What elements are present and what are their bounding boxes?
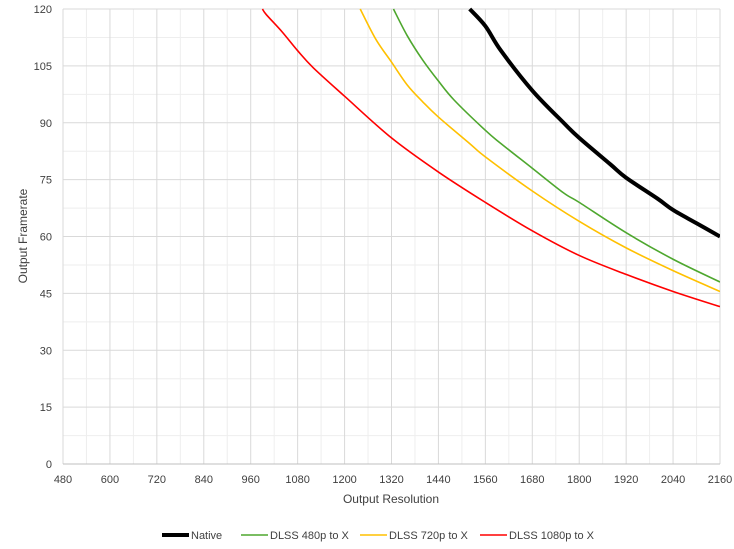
x-tick-label: 1320: [379, 474, 403, 486]
y-tick-label: 60: [40, 232, 52, 244]
x-tick-label: 1920: [614, 474, 638, 486]
y-tick-label: 30: [40, 345, 52, 357]
series-line-1: [392, 8, 720, 283]
x-tick-label: 1200: [332, 474, 356, 486]
series-line-0: [468, 7, 720, 239]
x-tick-label: 1680: [520, 474, 544, 486]
legend-label-1: DLSS 480p to X: [270, 530, 350, 542]
y-tick-label: 120: [34, 4, 52, 16]
legend-label-0: Native: [191, 530, 222, 542]
series-lines: [261, 7, 720, 308]
legend-label-3: DLSS 1080p to X: [509, 530, 595, 542]
x-tick-label: 480: [54, 474, 72, 486]
series-line-3: [261, 8, 720, 308]
x-axis-tick-labels: 480 600 720 840 960 1080 1200 1320 1440 1560 1680 1…: [54, 474, 732, 486]
x-tick-label: 1440: [426, 474, 450, 486]
x-tick-label: 2040: [661, 474, 685, 486]
x-tick-label: 960: [242, 474, 260, 486]
y-tick-label: 45: [40, 288, 52, 300]
x-tick-label: 1800: [567, 474, 591, 486]
x-tick-label: 600: [101, 474, 119, 486]
y-tick-label: 15: [40, 402, 52, 414]
y-axis-tick-labels: 0 15 30 45 60 75 90 105 120: [34, 4, 52, 471]
legend: Native DLSS 480p to X DLSS 720p to X DLSS 1…: [162, 530, 595, 542]
y-tick-label: 90: [40, 118, 52, 130]
x-tick-label: 720: [148, 474, 166, 486]
y-axis-title: Output Framerate: [16, 188, 30, 283]
series-line-2: [359, 8, 720, 293]
legend-label-2: DLSS 720p to X: [389, 530, 469, 542]
x-tick-label: 1560: [473, 474, 497, 486]
x-tick-label: 2160: [708, 474, 732, 486]
x-tick-label: 1080: [285, 474, 309, 486]
x-tick-label: 840: [195, 474, 213, 486]
y-tick-label: 75: [40, 175, 52, 187]
x-axis-title: Output Resolution: [343, 492, 439, 506]
y-tick-label: 0: [46, 459, 52, 471]
y-tick-label: 105: [34, 61, 52, 73]
major-gridlines: [62, 8, 721, 465]
